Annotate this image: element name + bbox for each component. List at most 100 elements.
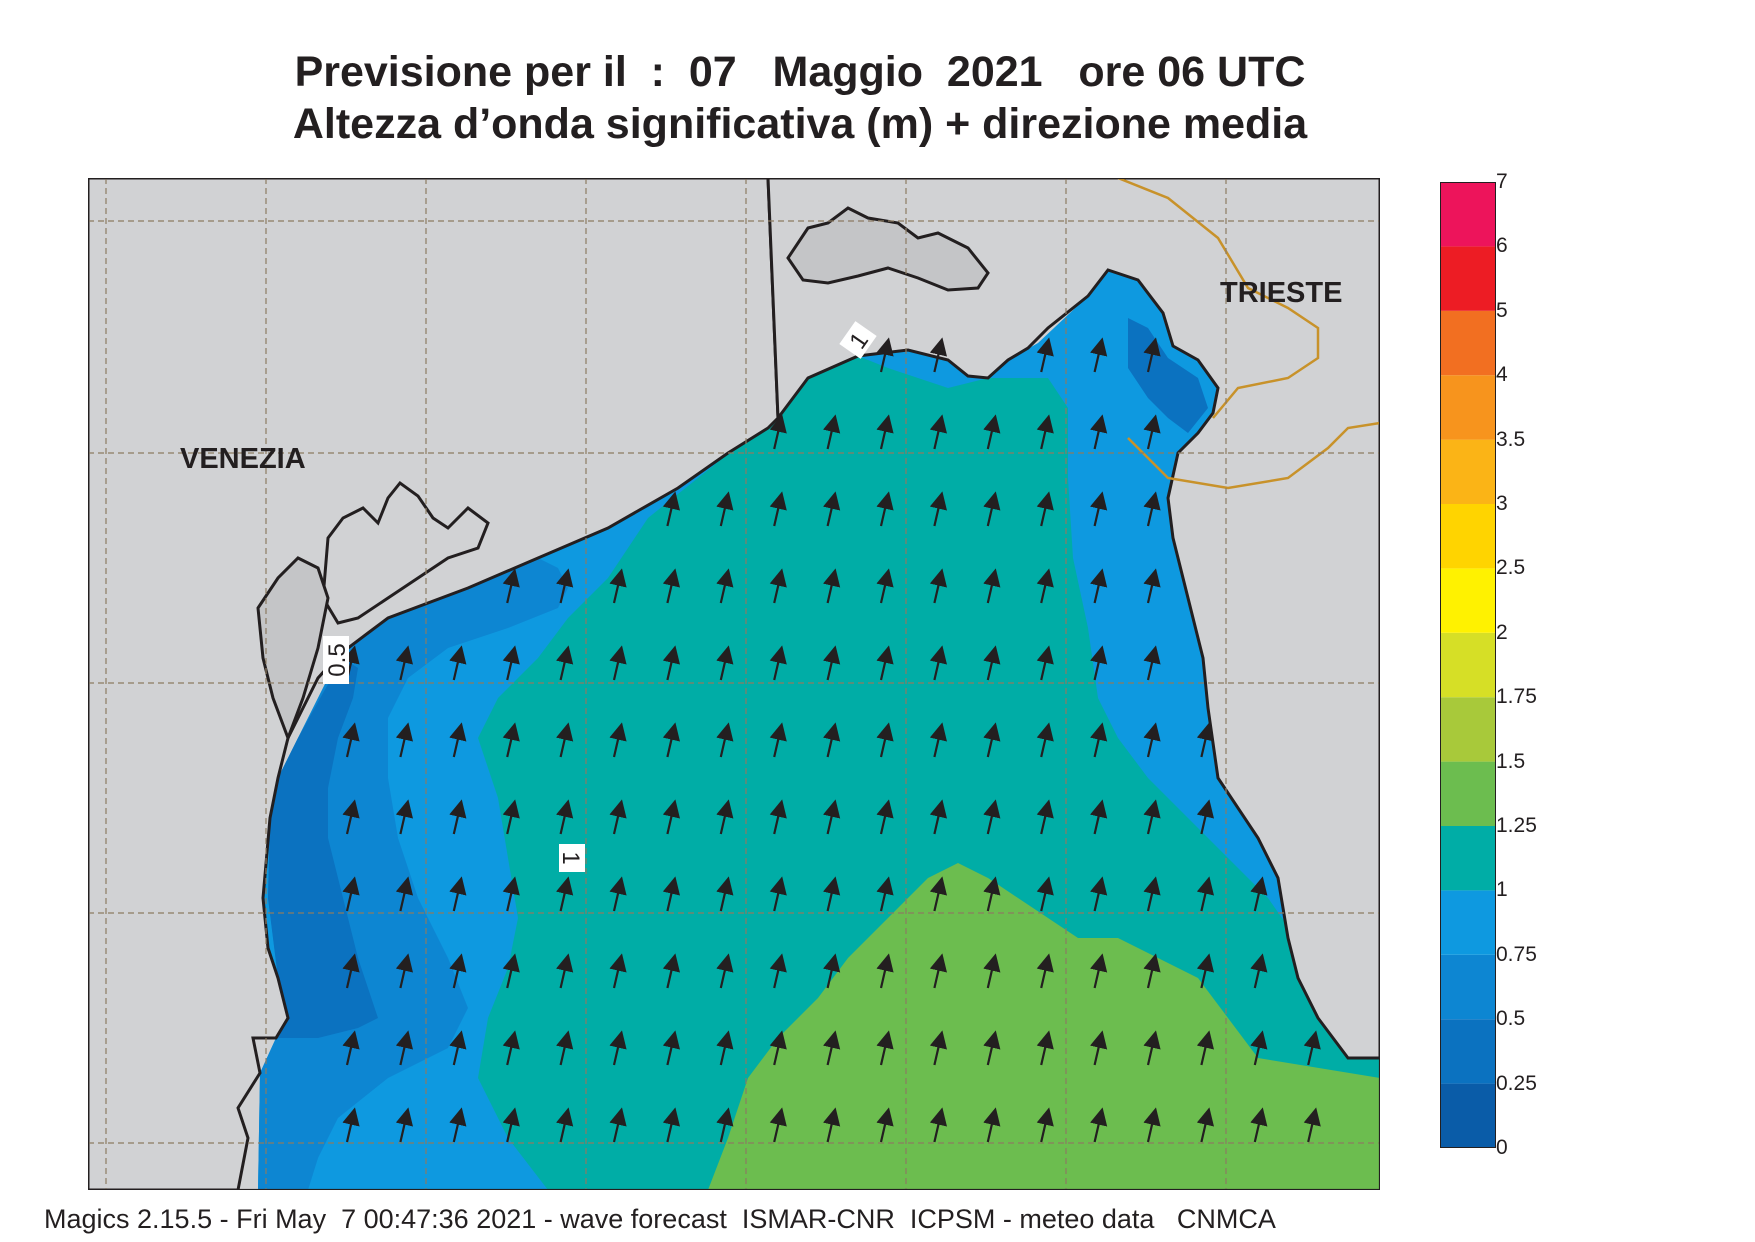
- wave-arrow: [662, 645, 680, 681]
- land-grado-islands: [786, 206, 990, 292]
- wave-arrow: [929, 722, 947, 758]
- wave-arrow: [929, 876, 947, 912]
- wave-arrow: [342, 722, 360, 758]
- colorbar-band-3: [1440, 890, 1496, 955]
- wave-arrow: [769, 722, 787, 758]
- wave-arrow: [716, 645, 734, 681]
- wave-arrow: [449, 1107, 467, 1143]
- footer-credit: Magics 2.15.5 - Fri May 7 00:47:36 2021 …: [44, 1204, 1276, 1234]
- wave-arrow: [1036, 337, 1054, 373]
- wave-arrow: [609, 1030, 627, 1066]
- wave-arrow: [502, 1030, 520, 1066]
- wave-arrow: [1143, 568, 1161, 604]
- wave-arrow: [876, 799, 894, 835]
- wave-arrow: [502, 645, 520, 681]
- wave-arrow: [1090, 1030, 1108, 1066]
- wave-arrow: [342, 876, 360, 912]
- map-subtitle: Altezza d’onda significativa (m) + direz…: [292, 100, 1308, 148]
- wave-arrow: [1090, 337, 1108, 373]
- wave-arrow: [1250, 1030, 1268, 1066]
- wave-arrow: [769, 1107, 787, 1143]
- wave-arrow: [1143, 799, 1161, 835]
- colorbar-band-4: [1440, 826, 1496, 891]
- wave-arrow: [395, 799, 413, 835]
- wave-arrow: [983, 568, 1001, 604]
- wave-arrow: [1196, 1030, 1214, 1066]
- wave-arrow: [449, 722, 467, 758]
- wave-arrow: [449, 1030, 467, 1066]
- colorbar-band-6: [1440, 697, 1496, 762]
- city-label-trieste: TRIESTE: [1220, 277, 1342, 309]
- wave-arrow: [662, 491, 680, 527]
- wave-arrow: [769, 414, 787, 450]
- wave-arrow: [1143, 645, 1161, 681]
- wave-arrow: [1036, 799, 1054, 835]
- wave-arrow: [876, 953, 894, 989]
- wave-arrow: [876, 722, 894, 758]
- wave-arrow: [395, 1030, 413, 1066]
- wave-arrow: [1196, 953, 1214, 989]
- wave-arrow: [1090, 722, 1108, 758]
- svg-text:0.5: 0.5: [324, 643, 351, 676]
- wave-arrow: [823, 876, 841, 912]
- colorbar-tick-label: 1.5: [1496, 749, 1526, 773]
- wave-arrow: [716, 722, 734, 758]
- wave-arrow: [983, 799, 1001, 835]
- contour-label-05: 0.5: [323, 636, 351, 684]
- wave-arrow: [556, 799, 574, 835]
- wave-arrow: [1143, 876, 1161, 912]
- wave-arrow: [502, 953, 520, 989]
- wave-arrow: [502, 568, 520, 604]
- wave-arrow: [876, 491, 894, 527]
- colorbar-tick-label: 0.25: [1496, 1071, 1537, 1095]
- wave-arrow: [502, 1107, 520, 1143]
- wave-arrow: [662, 722, 680, 758]
- wave-arrow: [929, 414, 947, 450]
- wave-arrow: [1250, 953, 1268, 989]
- colorbar-band-5: [1440, 761, 1496, 826]
- wave-arrow: [556, 1030, 574, 1066]
- colorbar-tick-label: 0.5: [1496, 1007, 1526, 1031]
- wave-arrow: [395, 876, 413, 912]
- wave-height-map: 1 0.5 1 VENEZIA TRIESTE: [88, 178, 1380, 1190]
- land-lagoon-islands: [321, 480, 490, 625]
- wave-arrow: [769, 491, 787, 527]
- contour-label-1-north: 1: [839, 321, 877, 359]
- colorbar-tick-label: 3: [1496, 492, 1508, 515]
- wave-arrow: [1036, 722, 1054, 758]
- wave-arrow: [823, 491, 841, 527]
- colorbar-tick-label: 0.75: [1496, 942, 1537, 966]
- colorbar-tick-label: 7: [1496, 170, 1508, 193]
- wave-arrow: [609, 876, 627, 912]
- wave-arrow: [769, 876, 787, 912]
- wave-arrow: [876, 414, 894, 450]
- wave-arrow: [1143, 1107, 1161, 1143]
- colorbar-band-2: [1440, 954, 1496, 1020]
- land-trieste: [766, 178, 1380, 1060]
- wave-arrow: [983, 414, 1001, 450]
- wave-arrow: [929, 953, 947, 989]
- wave-arrow: [395, 645, 413, 681]
- wave-arrow: [662, 799, 680, 835]
- wave-arrow: [983, 722, 1001, 758]
- wave-arrow: [1036, 568, 1054, 604]
- wave-arrow: [876, 645, 894, 681]
- wave-arrow: [823, 645, 841, 681]
- wave-arrow: [716, 799, 734, 835]
- wave-arrow: [609, 1107, 627, 1143]
- wave-arrow: [1090, 568, 1108, 604]
- wave-arrow: [769, 953, 787, 989]
- colorbar-tick-label: 1: [1496, 878, 1508, 902]
- colorbar-band-13: [1440, 246, 1496, 311]
- wave-arrow: [1196, 1107, 1214, 1143]
- wave-arrow: [876, 1107, 894, 1143]
- colorbar-tick-label: 6: [1496, 234, 1508, 258]
- wave-arrow: [662, 568, 680, 604]
- wave-arrow: [929, 337, 947, 373]
- wave-arrow: [556, 722, 574, 758]
- wave-arrow: [1303, 1030, 1321, 1066]
- wave-arrow: [823, 953, 841, 989]
- wave-arrow: [342, 1030, 360, 1066]
- wave-arrow: [1143, 491, 1161, 527]
- wave-arrow: [556, 953, 574, 989]
